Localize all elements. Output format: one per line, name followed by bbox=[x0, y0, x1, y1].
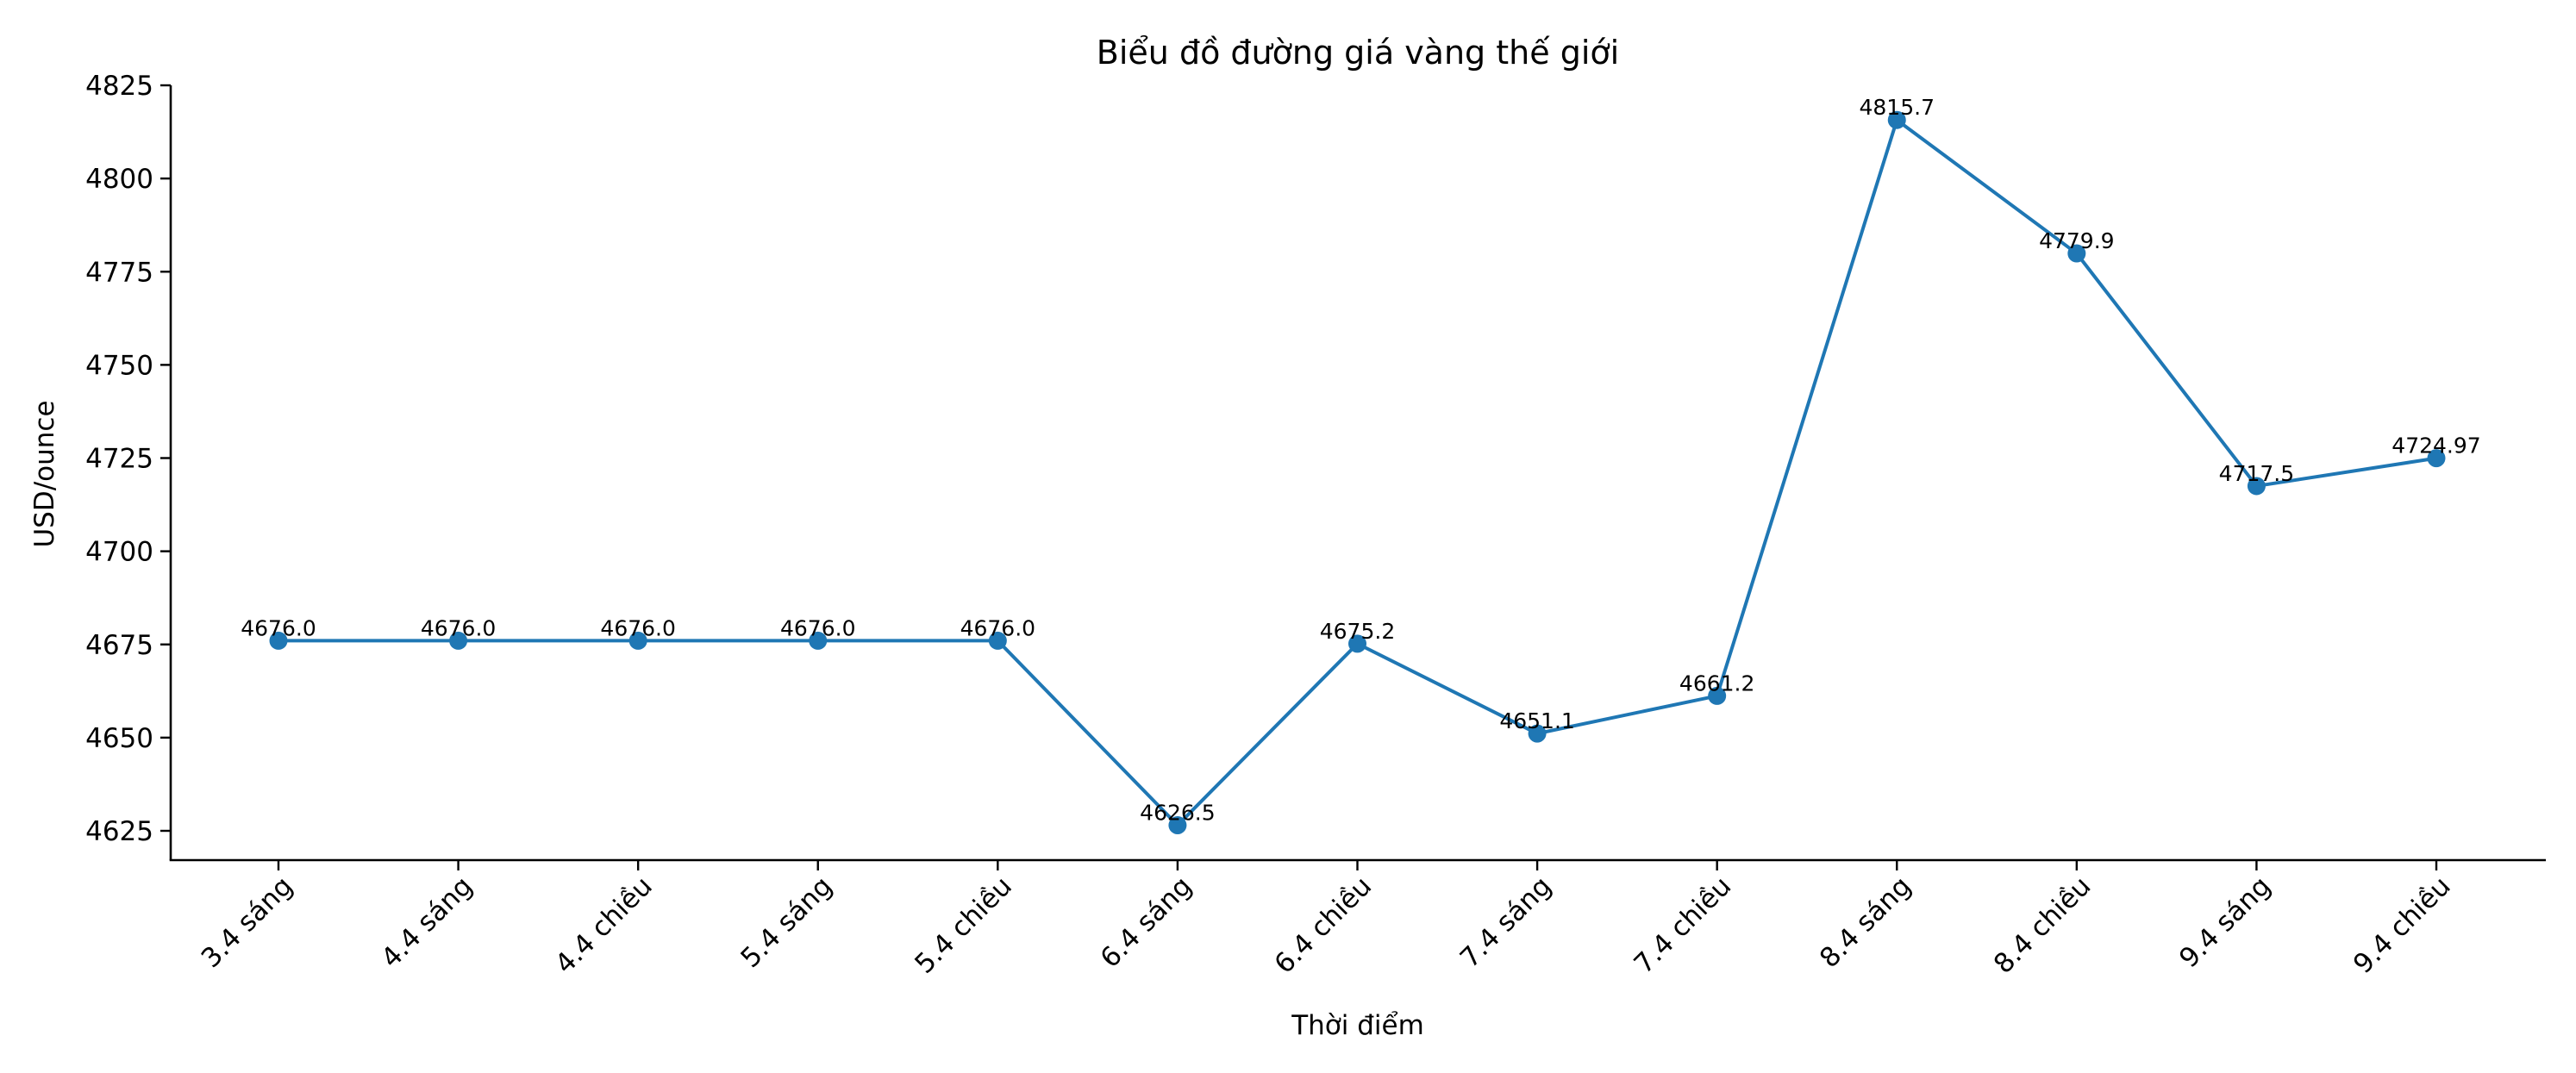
y-tick-label: 4725 bbox=[85, 444, 153, 475]
data-point-marker bbox=[628, 631, 647, 650]
data-value-label: 4676.0 bbox=[960, 615, 1035, 640]
data-value-label: 4676.0 bbox=[600, 615, 675, 640]
data-point-marker bbox=[988, 631, 1007, 650]
x-tick-label: 8.4 sáng bbox=[1814, 870, 1917, 974]
x-tick-label: 4.4 chiều bbox=[549, 870, 659, 980]
data-point-marker bbox=[2247, 477, 2266, 496]
x-tick-label: 5.4 chiều bbox=[909, 870, 1018, 980]
series-line bbox=[269, 110, 2446, 835]
y-tick-label: 4650 bbox=[85, 723, 153, 754]
y-tick-label: 4775 bbox=[85, 257, 153, 288]
x-tick-label: 3.4 sáng bbox=[196, 870, 299, 974]
data-value-label: 4676.0 bbox=[241, 615, 316, 640]
x-tick-label: 9.4 sáng bbox=[2173, 870, 2277, 974]
chart-title: Biểu đồ đường giá vàng thế giới bbox=[1097, 34, 1619, 72]
data-value-label: 4779.9 bbox=[2039, 228, 2114, 253]
y-tick-label: 4825 bbox=[85, 71, 153, 102]
data-point-marker bbox=[449, 631, 468, 650]
x-tick-label: 7.4 sáng bbox=[1454, 870, 1558, 974]
x-tick-label: 6.4 sáng bbox=[1095, 870, 1198, 974]
x-tick-label: 8.4 chiều bbox=[1988, 870, 2098, 980]
data-value-label: 4815.7 bbox=[1860, 95, 1935, 120]
x-tick-label: 5.4 sáng bbox=[735, 870, 838, 974]
data-value-label: 4661.2 bbox=[1679, 671, 1754, 696]
y-tick-label: 4800 bbox=[85, 164, 153, 195]
y-tick-label: 4750 bbox=[85, 350, 153, 381]
data-point-marker bbox=[1887, 110, 1906, 129]
data-point-marker bbox=[1708, 686, 1727, 705]
data-value-label: 4651.1 bbox=[1499, 708, 1574, 733]
data-value-labels: 4676.0 4676.0 4676.0 4676.0 4676.0 4626.5 4675… bbox=[241, 95, 2480, 825]
data-value-label: 4676.0 bbox=[421, 615, 496, 640]
data-point-marker bbox=[1168, 816, 1187, 835]
data-value-label: 4676.0 bbox=[780, 615, 855, 640]
data-point-marker bbox=[1348, 634, 1366, 653]
data-value-label: 4626.5 bbox=[1140, 801, 1215, 826]
axes bbox=[169, 85, 2546, 862]
data-value-label: 4724.97 bbox=[2392, 434, 2480, 459]
x-axis-ticks: 3.4 sáng 4.4 sáng 4.4 chiều 5.4 sáng 5.4 chi… bbox=[196, 860, 2457, 980]
x-tick-label: 6.4 chiều bbox=[1268, 870, 1378, 980]
x-tick-label: 9.4 chiều bbox=[2348, 870, 2457, 980]
x-axis-label: Thời điểm bbox=[1291, 1010, 1424, 1041]
x-tick-label: 4.4 sáng bbox=[375, 870, 478, 974]
data-value-label: 4717.5 bbox=[2219, 461, 2294, 486]
y-tick-label: 4675 bbox=[85, 630, 153, 661]
data-point-marker bbox=[2427, 449, 2446, 468]
y-axis-ticks: 4625 4650 4675 4700 4725 4750 4775 4800 4825 bbox=[85, 71, 171, 847]
price-line bbox=[278, 118, 2437, 827]
y-tick-label: 4700 bbox=[85, 537, 153, 568]
data-point-marker bbox=[809, 631, 828, 650]
data-value-label: 4675.2 bbox=[1320, 619, 1395, 644]
data-point-marker bbox=[2067, 244, 2086, 263]
y-axis-label: USD/ounce bbox=[29, 400, 60, 547]
data-point-marker bbox=[269, 631, 288, 650]
data-point-marker bbox=[1528, 724, 1547, 743]
y-tick-label: 4625 bbox=[85, 816, 153, 847]
x-tick-label: 7.4 chiều bbox=[1629, 870, 1738, 980]
